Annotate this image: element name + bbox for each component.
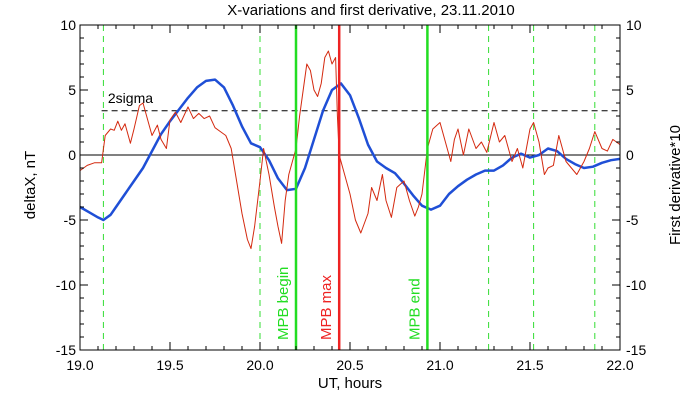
x-tick-label-4: 21.0 (426, 357, 453, 373)
sigma-label: 2sigma (108, 90, 153, 106)
y-tick-label-left-0: -15 (56, 342, 76, 358)
event-label-1: MPB max (318, 274, 335, 340)
x-tick-label-2: 20.0 (246, 357, 273, 373)
y-tick-label-left-3: 0 (68, 147, 76, 163)
y-tick-label-right-5: 10 (626, 17, 642, 33)
y-tick-label-right-0: -15 (626, 342, 646, 358)
plot-area: 2sigma MPB begin MPB max MPB end 19.0 19.5 20.… (56, 17, 647, 373)
x-tick-label-6: 22.0 (606, 357, 633, 373)
y-axis-label-right: First derivative*10 (667, 125, 684, 245)
event-label-2: MPB end (406, 278, 423, 340)
event-label-0: MPB begin (275, 267, 292, 340)
series-line-deltaX (79, 78, 621, 222)
x-tick-label-5: 21.5 (516, 357, 543, 373)
y-tick-label-right-1: -10 (626, 277, 646, 293)
y-tick-label-left-5: 10 (60, 17, 76, 33)
y-axis-label-left: deltaX, nT (22, 151, 39, 219)
y-tick-label-right-2: -5 (626, 212, 639, 228)
chart-title: X-variations and first derivative, 23.11… (227, 2, 514, 19)
x-tick-label-1: 19.5 (156, 357, 183, 373)
series-line-derivative (79, 50, 621, 250)
x-tick-label-3: 20.5 (336, 357, 363, 373)
y-tick-label-right-4: 5 (626, 82, 634, 98)
y-tick-label-left-2: -5 (64, 212, 77, 228)
x-axis-label: UT, hours (318, 375, 382, 392)
y-tick-label-left-4: 5 (68, 82, 76, 98)
y-tick-label-right-3: 0 (626, 147, 634, 163)
x-tick-label-0: 19.0 (66, 357, 93, 373)
plot-frame (79, 24, 621, 351)
y-tick-label-left-1: -10 (56, 277, 76, 293)
